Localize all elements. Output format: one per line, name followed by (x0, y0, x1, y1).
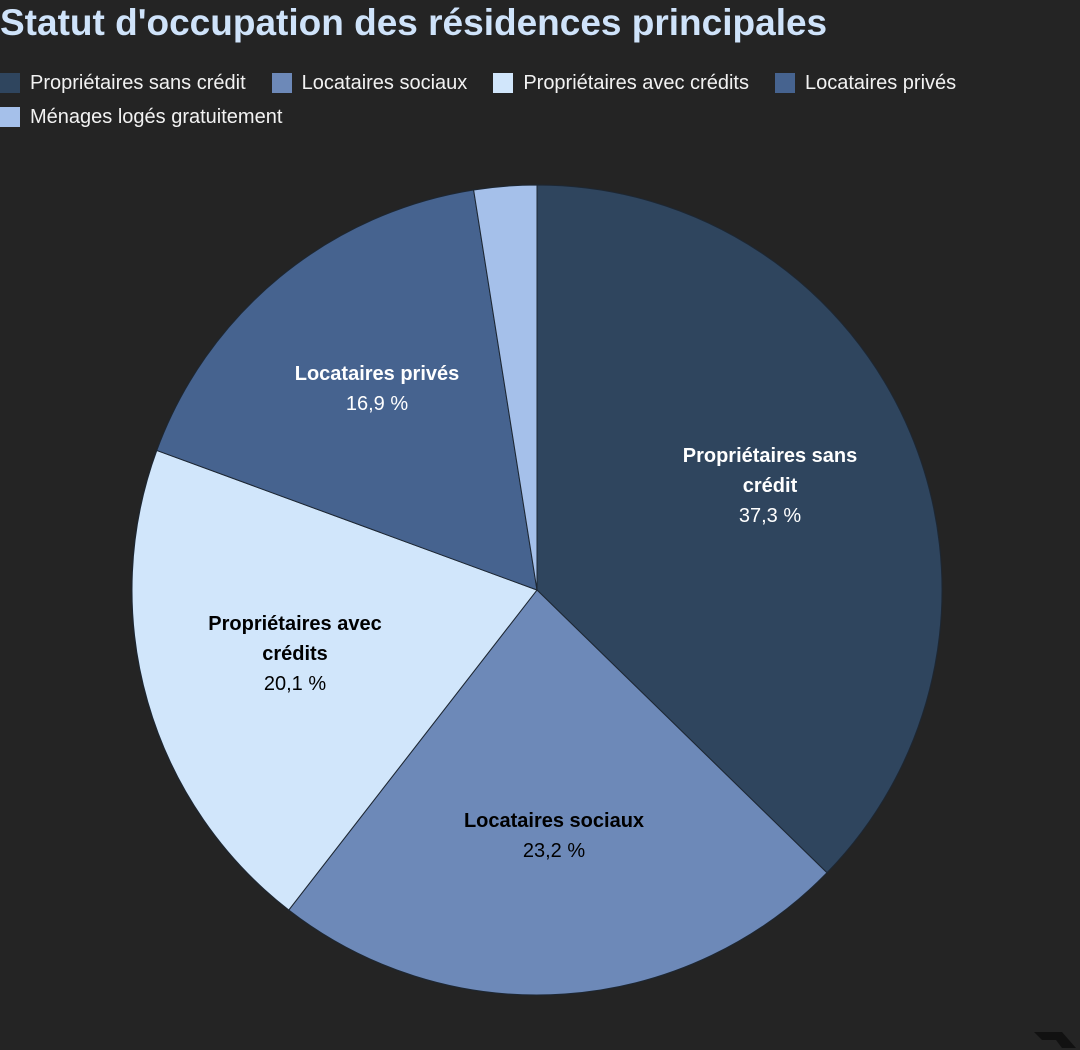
slice-label-proprietaires-sans-credit: Propriétaires sans crédit 37,3 % (683, 445, 858, 527)
legend-label: Propriétaires avec crédits (523, 71, 749, 94)
slice-label-locataires-prives: Locataires privés 16,9 % (295, 363, 460, 415)
chart-legend: Propriétaires sans crédit Locataires soc… (0, 66, 1080, 134)
slice-name-text: Locataires sociaux (464, 810, 644, 832)
slice-name-text: crédits (262, 643, 328, 665)
legend-swatch (493, 73, 514, 93)
publisher-logo-icon (1034, 1032, 1076, 1048)
legend-item-proprietaires-avec-credits[interactable]: Propriétaires avec crédits (493, 72, 749, 95)
pie-slice-locataires-prives[interactable] (156, 189, 538, 591)
legend-item-proprietaires-sans-credit[interactable]: Propriétaires sans crédit (0, 72, 246, 95)
legend-swatch (0, 73, 20, 93)
legend-swatch (271, 73, 292, 93)
slice-label-locataires-sociaux: Locataires sociaux 23,2 % (464, 810, 644, 862)
slice-value-text: 20,1 % (264, 673, 326, 695)
legend-item-menages-loges-gratuitement[interactable]: Ménages logés gratuitement (0, 106, 282, 129)
legend-label: Ménages logés gratuitement (30, 105, 283, 128)
legend-label: Locataires privés (804, 71, 957, 94)
legend-item-locataires-sociaux[interactable]: Locataires sociaux (271, 71, 468, 95)
legend-row-1: Propriétaires sans crédit Locataires soc… (0, 66, 1080, 100)
slice-name-text: Locataires privés (295, 363, 460, 385)
legend-label: Locataires sociaux (301, 71, 468, 94)
slice-value-text: 23,2 % (523, 840, 585, 862)
chart-title: Statut d'occupation des résidences princ… (0, 2, 828, 43)
pie-slice-locataires-sociaux[interactable] (288, 589, 828, 996)
pie-slice-proprietaires-sans-credit[interactable] (536, 184, 943, 874)
slice-label-proprietaires-avec-credits: Propriétaires avec crédits 20,1 % (208, 613, 381, 695)
legend-item-locataires-prives[interactable]: Locataires privés (774, 71, 957, 95)
pie-slice-menages-loges-gratuitement[interactable] (473, 184, 538, 591)
legend-label: Propriétaires sans crédit (30, 71, 246, 94)
legend-swatch (774, 73, 795, 93)
slice-value-text: 16,9 % (346, 393, 408, 415)
legend-row-2: Ménages logés gratuitement (0, 100, 1080, 134)
slice-name-text: Propriétaires sans (683, 445, 858, 467)
pie-slice-proprietaires-avec-credits[interactable] (131, 449, 538, 911)
slice-name-text: Propriétaires avec (208, 613, 381, 635)
slice-name-text: crédit (743, 475, 798, 497)
legend-swatch (0, 107, 20, 127)
slice-value-text: 37,3 % (739, 505, 801, 527)
